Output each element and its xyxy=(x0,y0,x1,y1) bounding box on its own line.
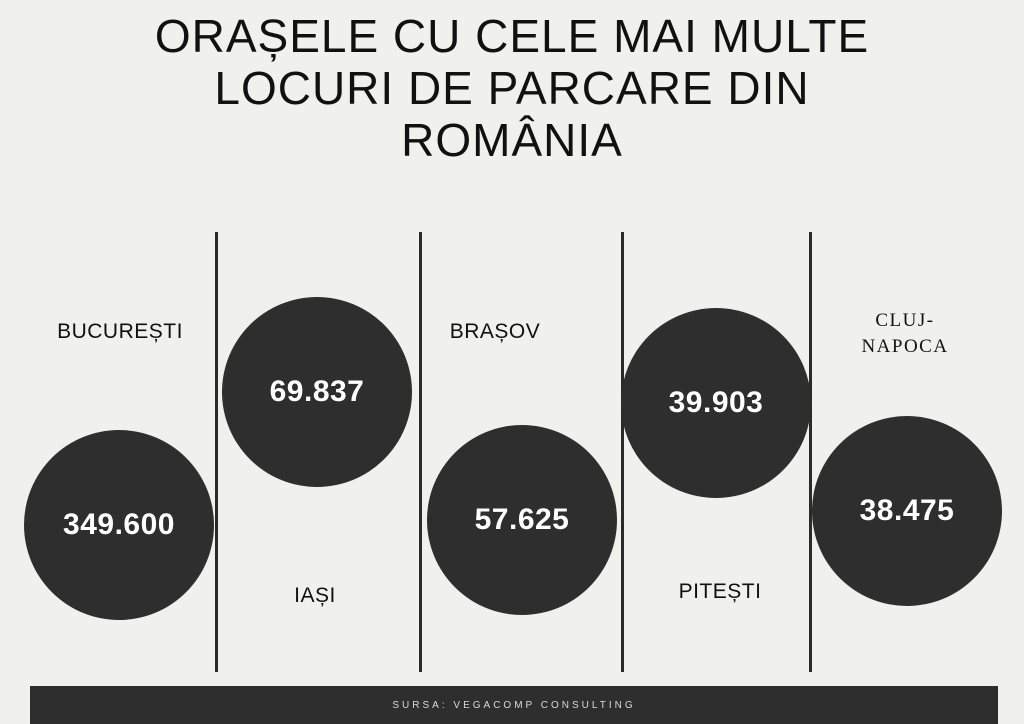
value-label-pitesti: 39.903 xyxy=(668,386,764,419)
city-label-brasov: BRAȘOV xyxy=(449,320,541,343)
value-circle-cluj-napoca: 38.475 xyxy=(812,416,1002,606)
column-divider xyxy=(621,232,624,672)
column-divider xyxy=(809,232,812,672)
city-label-cluj-napoca: CLUJ- NAPOCA xyxy=(861,310,949,357)
source-label: SURSA: VEGACOMP CONSULTING xyxy=(392,699,636,711)
value-label-bucuresti: 349.600 xyxy=(63,508,175,541)
city-label-iasi: IAȘI xyxy=(294,584,336,607)
column-divider xyxy=(419,232,422,672)
value-label-iasi: 69.837 xyxy=(269,375,365,408)
column-divider xyxy=(215,232,218,672)
value-label-brasov: 57.625 xyxy=(474,503,570,536)
source-footer: SURSA: VEGACOMP CONSULTING xyxy=(30,686,998,724)
value-circle-brasov: 57.625 xyxy=(427,425,617,615)
value-circle-iasi: 69.837 xyxy=(222,297,412,487)
page-title: ORAȘELE CU CELE MAI MULTE LOCURI DE PARC… xyxy=(154,10,870,166)
value-circle-bucuresti: 349.600 xyxy=(24,430,214,620)
city-label-bucuresti: BUCUREȘTI xyxy=(57,320,183,343)
value-label-cluj-napoca: 38.475 xyxy=(859,494,955,527)
city-label-pitesti: PITEȘTI xyxy=(678,580,762,603)
value-circle-pitesti: 39.903 xyxy=(621,308,811,498)
